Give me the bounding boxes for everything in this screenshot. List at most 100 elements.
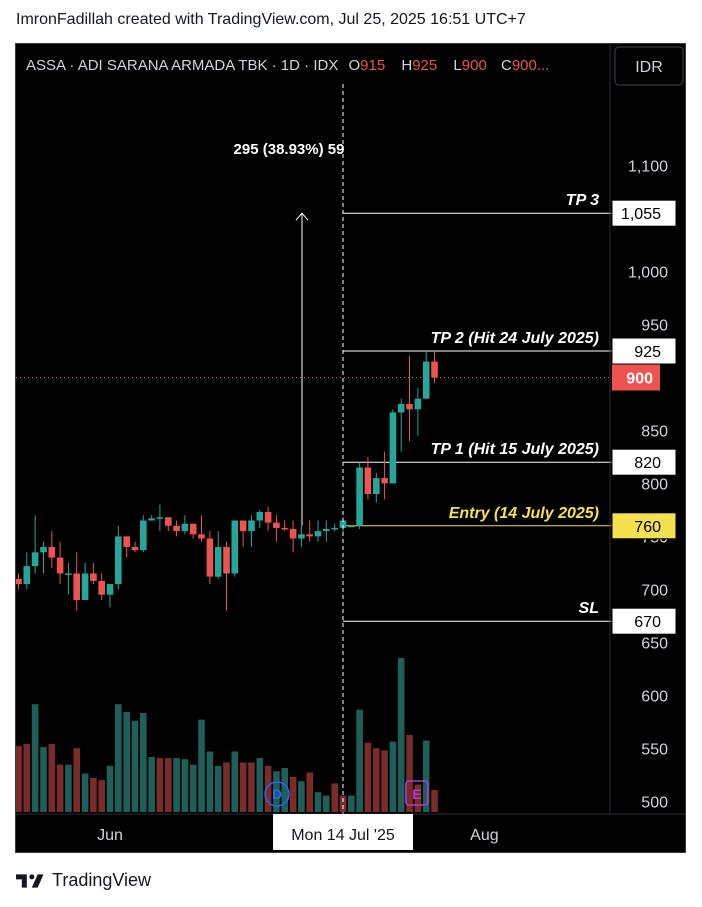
symbol-legend: ASSA · ADI SARANA ARMADA TBK · 1D · IDX … [26, 57, 549, 74]
volume-bar [223, 762, 230, 812]
volume-bar [323, 795, 330, 812]
volume-bar [165, 758, 172, 812]
volume-bar [73, 748, 80, 812]
price-tick-label: 500 [641, 794, 668, 811]
chart-panel[interactable]: TP 3 TP 2 (Hit 24 July 2025) TP 1 (Hit 15 … [15, 43, 686, 853]
price-tick-label: 950 [641, 318, 668, 335]
dividend-marker-label: D [272, 786, 282, 802]
candle-body [98, 580, 105, 595]
volume-bar [140, 713, 147, 812]
candle-body [414, 398, 422, 410]
volume-bar [298, 781, 305, 812]
price-chart[interactable]: TP 3 TP 2 (Hit 24 July 2025) TP 1 (Hit 15 … [16, 44, 686, 853]
crosshair-date-box [273, 814, 413, 850]
candle-body [239, 520, 247, 532]
candle-body [431, 361, 438, 378]
candle-body [339, 520, 347, 528]
currency-button[interactable]: IDR [614, 46, 684, 86]
price-tick-label: 1,000 [628, 265, 668, 282]
candle-body [90, 573, 97, 581]
level-label: TP 2 (Hit 24 July 2025) [431, 330, 599, 347]
candle-body [373, 478, 380, 494]
candle-body [406, 404, 413, 410]
candle-body [381, 478, 388, 484]
volume-bar [397, 658, 405, 812]
candle-body [256, 512, 264, 521]
level-price-tag-label: 820 [634, 455, 661, 472]
candle-body [223, 547, 230, 574]
time-tick-label: Jun [97, 827, 123, 844]
candle-body [323, 529, 330, 532]
svg-text:ASSA · ADI SARANA ARMADA TBK ·: ASSA · ADI SARANA ARMADA TBK · 1D · IDX … [26, 57, 549, 74]
legend-close-value: 900... [512, 57, 550, 74]
legend-open-label: O [349, 57, 361, 74]
price-tick-label: 800 [641, 476, 668, 493]
volume-bar [356, 709, 363, 812]
volume-bar [98, 780, 105, 812]
volume-bar [214, 765, 222, 812]
level-price-tag-label: 925 [634, 344, 661, 361]
candle-body [81, 573, 89, 600]
volume-bar [156, 758, 164, 812]
level-label: TP 1 (Hit 15 July 2025) [431, 441, 599, 458]
earnings-marker-icon [405, 780, 429, 806]
candle-body [148, 518, 155, 521]
candle-body [189, 523, 197, 535]
legend-close-label: C [501, 57, 512, 74]
level-lines: TP 3 TP 2 (Hit 24 July 2025) TP 1 (Hit 15 … [16, 192, 616, 622]
candle-body [31, 552, 39, 567]
candle-body [48, 547, 56, 558]
candle-body [273, 522, 280, 528]
footer-brand: TradingView [16, 870, 151, 891]
candle-body [131, 547, 139, 551]
last-price-tag-label: 900 [626, 371, 653, 388]
price-tick-label: 1,100 [628, 159, 668, 176]
price-tick-label: 600 [641, 688, 668, 705]
volume-bar [206, 751, 214, 812]
volume-bar [381, 750, 388, 812]
tradingview-logo-icon [16, 873, 44, 888]
candle-body [115, 536, 122, 585]
volume-bar [23, 743, 31, 812]
volume-bar [106, 765, 114, 812]
level-label: Entry (14 July 2025) [449, 505, 599, 522]
time-axis: JunJuAugMon 14 Jul '25 [16, 813, 685, 850]
candle-body [214, 547, 222, 577]
volume-bar [181, 759, 189, 812]
volume-bar [90, 777, 97, 812]
legend-high-value: 925 [412, 57, 437, 74]
level-price-tag-label: 670 [634, 614, 661, 631]
chart-caption: ImronFadillah created with TradingView.c… [16, 11, 526, 28]
level-label: TP 3 [566, 192, 599, 209]
candle-body [140, 520, 147, 551]
candle-body [106, 584, 114, 595]
volume-bar [16, 746, 22, 812]
candle-body [156, 517, 164, 519]
drawing-overlay: 295 (38.93%) 59 E D [234, 84, 429, 814]
volume-bar [131, 720, 139, 812]
volume-bar [389, 741, 397, 812]
candle-body [397, 404, 405, 413]
crosshair-date-label: Mon 14 Jul '25 [291, 827, 395, 844]
volume-bar [123, 711, 130, 812]
candle-body [298, 534, 305, 539]
volume-bar [56, 764, 64, 812]
volume-bar [81, 773, 89, 812]
volume-bar [273, 771, 280, 812]
price-tick-label: 700 [641, 582, 668, 599]
candle-body [364, 467, 372, 494]
volume-bar [248, 762, 255, 812]
candle-body [206, 538, 214, 577]
volume-bar [339, 795, 347, 812]
volume-bar [331, 783, 338, 812]
volume-bar [48, 743, 56, 812]
volume-bar [414, 784, 422, 812]
legend-high-label: H [401, 57, 412, 74]
candle-body [16, 578, 22, 585]
volume-bar [173, 758, 180, 812]
legend-low-label: L [453, 57, 461, 74]
measure-label: 295 (38.93%) 59 [234, 141, 345, 158]
level-price-tag-label: 760 [634, 519, 661, 536]
candle-body [231, 520, 239, 574]
